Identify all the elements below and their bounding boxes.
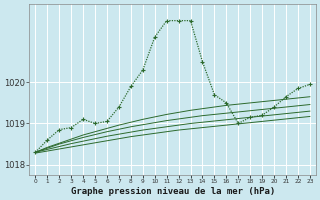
X-axis label: Graphe pression niveau de la mer (hPa): Graphe pression niveau de la mer (hPa) [70,187,275,196]
